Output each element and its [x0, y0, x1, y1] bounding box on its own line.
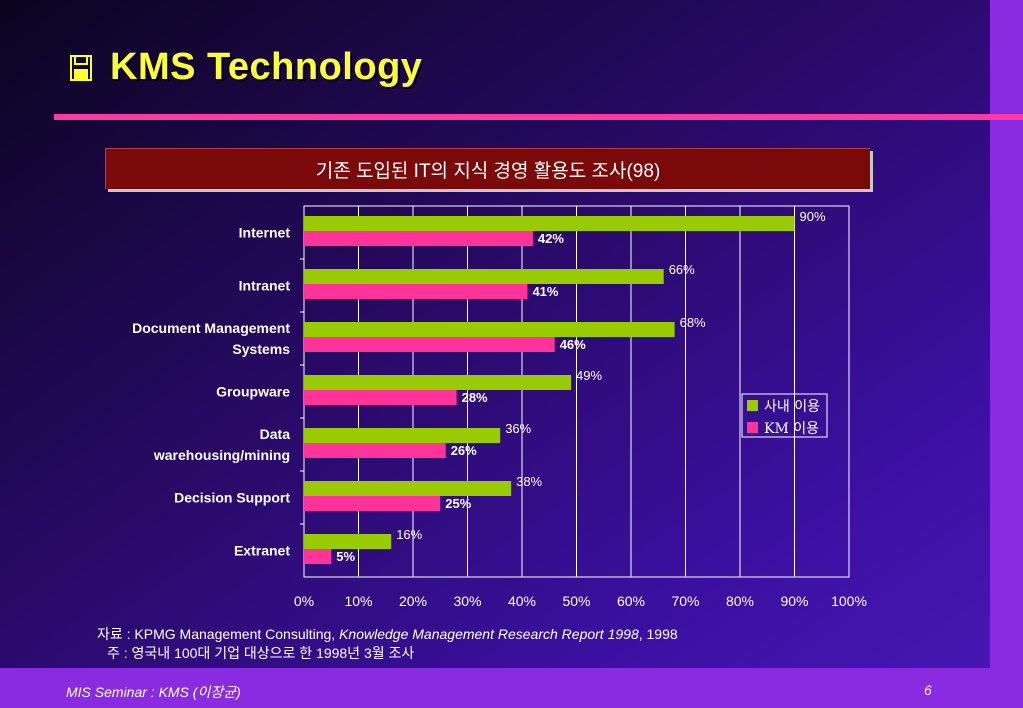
x-tick-label: 60%	[617, 593, 645, 609]
floppy-disk-icon	[70, 54, 92, 81]
legend-box	[741, 393, 828, 438]
category-label: warehousing/mining	[153, 447, 290, 463]
source-prefix: 자료 : KPMG Management Consulting,	[97, 626, 340, 642]
x-tick-label: 30%	[453, 593, 481, 609]
category-label: Data	[260, 426, 291, 442]
chart-caption: 기존 도입된 IT의 지식 경영 활용도 조사(98)	[105, 148, 870, 189]
footer-label: MIS Seminar : KMS (이장균)	[66, 684, 241, 700]
x-tick-label: 50%	[562, 593, 590, 609]
legend-label: KM 이용	[764, 421, 819, 437]
data-label-internal: 90%	[800, 209, 826, 224]
data-label-internal: 49%	[576, 368, 602, 383]
bar-chart: 0% 10% 20% 30% 40% 50% 60% 70% 80% 90% 100% 90% 42% I…	[132, 209, 867, 609]
x-tick-label: 0%	[294, 593, 314, 609]
category-label: Intranet	[239, 278, 291, 294]
right-accent-bar	[990, 0, 1023, 668]
source-title: Knowledge Management Research Report 199…	[339, 626, 639, 642]
x-tick-label: 100%	[831, 593, 867, 609]
bar-km	[304, 284, 528, 299]
title-row: KMS Technology	[70, 46, 422, 89]
bar-km	[304, 337, 555, 352]
survey-note: 주 : 영국내 100대 기업 대상으로 한 1998년 3월 조사	[107, 645, 415, 661]
footer-bar	[0, 668, 1023, 708]
source-note: 자료 : KPMG Management Consulting, Knowled…	[97, 625, 678, 663]
category-label: Decision Support	[174, 490, 290, 506]
data-label-km: 5%	[336, 549, 355, 564]
x-tick-label: 90%	[780, 593, 808, 609]
legend-swatch	[747, 400, 758, 411]
bar-internal	[304, 481, 512, 496]
bar-internal	[304, 375, 572, 390]
category-label: Groupware	[216, 384, 290, 400]
chart-legend: 사내 이용 KM 이용	[741, 393, 828, 438]
x-tick-label: 80%	[726, 593, 754, 609]
data-label-km: 42%	[538, 231, 564, 246]
x-tick-label: 20%	[399, 593, 427, 609]
category-label: Internet	[239, 225, 291, 241]
data-label-km: 46%	[560, 337, 586, 352]
category-label: Extranet	[234, 543, 290, 559]
data-label-km: 41%	[532, 284, 558, 299]
slide-title: KMS Technology	[110, 46, 423, 88]
bar-internal	[304, 428, 501, 443]
bar-internal	[304, 216, 795, 231]
x-tick-label: 70%	[671, 593, 699, 609]
bar-km	[304, 549, 332, 564]
bar-internal	[304, 534, 392, 549]
data-label-km: 28%	[462, 390, 488, 405]
data-label-km: 26%	[451, 443, 477, 458]
legend-label: 사내 이용	[764, 399, 820, 415]
title-rule	[54, 114, 1023, 120]
legend-swatch	[747, 422, 758, 433]
data-label-internal: 66%	[669, 262, 695, 277]
chart-bars	[304, 216, 795, 564]
chart-labels: 0% 10% 20% 30% 40% 50% 60% 70% 80% 90% 100% 90% 42% I…	[132, 209, 867, 609]
bar-km	[304, 443, 446, 458]
data-label-internal: 36%	[505, 421, 531, 436]
bar-km	[304, 496, 441, 511]
bar-km	[304, 390, 457, 405]
x-tick-label: 10%	[344, 593, 372, 609]
bar-internal	[304, 269, 664, 284]
category-label: Systems	[232, 341, 290, 357]
data-label-km: 25%	[445, 496, 471, 511]
category-label: Document Management	[132, 320, 290, 336]
data-label-internal: 16%	[396, 527, 422, 542]
page-number: 6	[924, 682, 932, 698]
bar-km	[304, 231, 533, 246]
data-label-internal: 38%	[516, 474, 542, 489]
source-suffix: , 1998	[638, 626, 678, 642]
bar-internal	[304, 322, 675, 337]
x-tick-label: 40%	[508, 593, 536, 609]
data-label-internal: 68%	[680, 315, 706, 330]
